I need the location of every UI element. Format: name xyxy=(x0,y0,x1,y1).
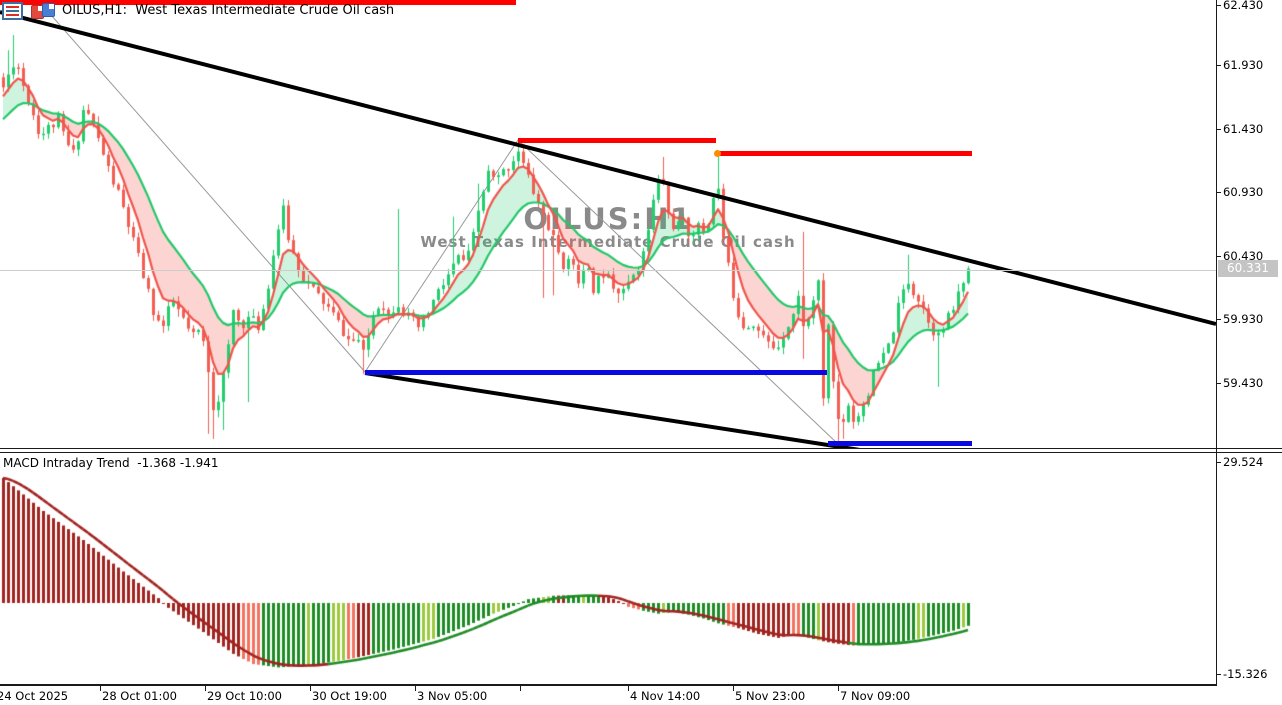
time-axis-border xyxy=(0,684,1217,686)
date-tick-label: 28 Oct 01:00 xyxy=(102,689,177,703)
indicator-tick-label: -15.326 xyxy=(1223,667,1268,681)
date-tick-label: 3 Nov 05:00 xyxy=(417,689,488,703)
indicator-label: MACD Intraday Trend -1.368 -1.941 xyxy=(3,456,219,470)
price-tick-label: 59.930 xyxy=(1223,312,1264,326)
resistance-anchor-dot[interactable] xyxy=(714,150,721,157)
date-tick-label: 24 Oct 2025 xyxy=(0,689,69,703)
indicator-value-2: -1.941 xyxy=(179,456,219,470)
page-fold xyxy=(38,6,43,11)
date-tick-mark xyxy=(415,686,416,691)
price-tick-mark xyxy=(1216,192,1221,193)
price-tick-label: 61.930 xyxy=(1223,58,1264,72)
icon-stripe xyxy=(6,14,19,16)
price-tick-label: 62.430 xyxy=(1223,0,1264,12)
date-tick-mark xyxy=(733,686,734,691)
price-tick-label: 61.430 xyxy=(1223,122,1264,136)
date-tick-mark xyxy=(100,686,101,691)
indicator-tick-label: 29.524 xyxy=(1223,455,1264,469)
price-tick-mark xyxy=(1216,319,1221,320)
date-tick-mark xyxy=(205,686,206,691)
panel-splitter[interactable] xyxy=(0,448,1282,453)
price-tick-mark xyxy=(1216,129,1221,130)
date-tick-mark xyxy=(838,686,839,691)
price-tick-mark xyxy=(1216,65,1221,66)
date-tick-label: 4 Nov 14:00 xyxy=(630,689,701,703)
current-price-line xyxy=(0,270,1216,271)
price-tick-label: 59.430 xyxy=(1223,376,1264,390)
price-axis-line xyxy=(1216,0,1217,686)
indicator-tick-mark xyxy=(1216,674,1221,675)
date-tick-label: 5 Nov 23:00 xyxy=(735,689,806,703)
price-tick-mark xyxy=(1216,383,1221,384)
resistance-line-1[interactable] xyxy=(518,138,716,143)
indicator-name: MACD Intraday Trend xyxy=(3,456,130,470)
price-tick-label: 60.930 xyxy=(1223,185,1264,199)
date-tick-label: 29 Oct 10:00 xyxy=(207,689,282,703)
chart-windows-icon[interactable] xyxy=(31,2,58,20)
current-price-badge: 60.331 xyxy=(1218,260,1278,277)
chart-title: OILUS,H1: West Texas Intermediate Crude … xyxy=(62,3,395,18)
price-tick-mark xyxy=(1216,256,1221,257)
indicator-tick-mark xyxy=(1216,462,1221,463)
date-tick-mark xyxy=(310,686,311,691)
price-tick-label: 60.430 xyxy=(1223,249,1264,263)
price-tick-mark xyxy=(1216,5,1221,6)
chart-list-icon[interactable] xyxy=(2,2,23,20)
date-tick-label: 7 Nov 09:00 xyxy=(840,689,911,703)
date-tick-mark xyxy=(520,686,521,691)
blue-chart-page-icon xyxy=(42,3,55,17)
icon-stripe xyxy=(6,10,19,12)
indicator-value-1: -1.368 xyxy=(137,456,176,470)
date-tick-mark xyxy=(628,686,629,691)
icon-stripe xyxy=(6,6,19,8)
resistance-line-2[interactable] xyxy=(717,151,972,156)
support-line-2[interactable] xyxy=(828,441,972,446)
page-fold xyxy=(49,4,54,9)
date-tick-label: 30 Oct 19:00 xyxy=(312,689,387,703)
support-line-1[interactable] xyxy=(365,370,827,375)
top-resistance-line[interactable] xyxy=(0,0,516,5)
